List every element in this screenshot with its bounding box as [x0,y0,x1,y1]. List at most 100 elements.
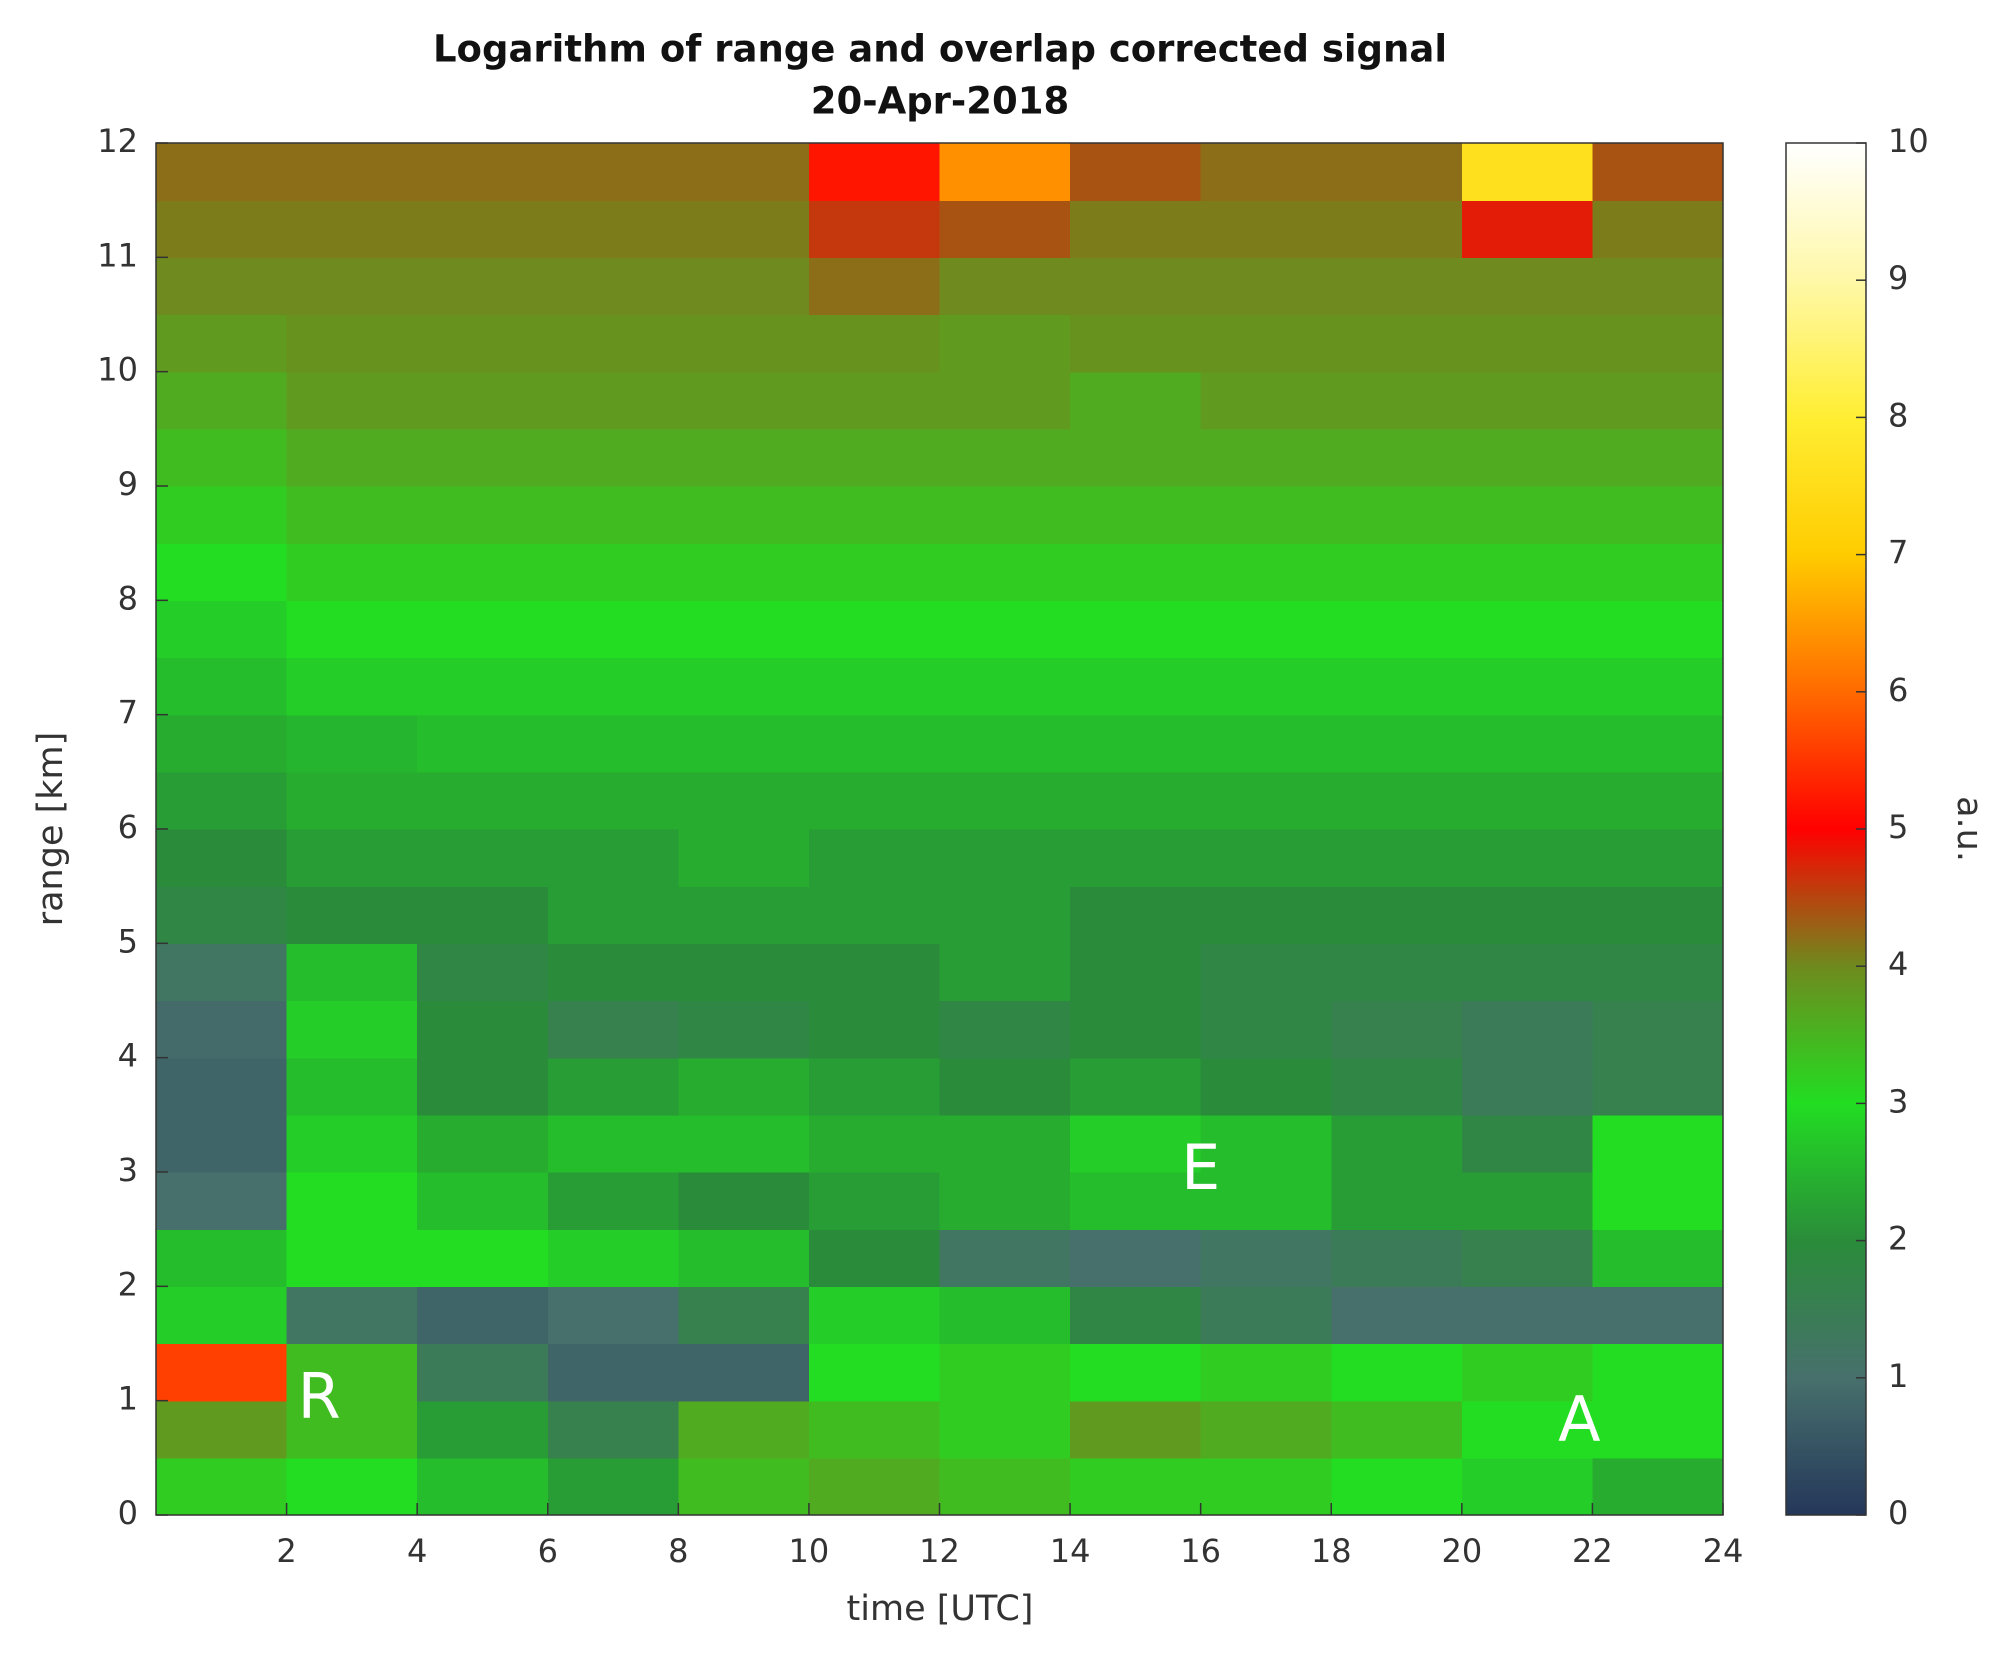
heatmap-cell [1592,1343,1724,1402]
heatmap-cell [1070,657,1202,716]
x-tick-label: 16 [1180,1532,1221,1570]
heatmap-cell [1070,1172,1202,1230]
heatmap-cell [547,371,679,430]
heatmap-cell [1592,543,1724,601]
heatmap-cell [417,543,549,601]
heatmap-cell [286,200,418,258]
heatmap-cell [286,657,418,716]
heatmap-cell [547,486,679,544]
heatmap-cell [939,657,1071,716]
heatmap-cell [1200,1114,1332,1173]
heatmap-cell [547,1457,679,1516]
heatmap-cell [1070,314,1202,373]
heatmap-cell [1461,1457,1594,1516]
heatmap-cell [286,543,418,601]
colorbar-tick-label: 3 [1888,1082,1908,1120]
heatmap-cell [1592,200,1724,258]
heatmap-cell [1592,829,1724,887]
heatmap-cell [156,428,288,487]
heatmap-cell [1200,428,1332,487]
heatmap-cell [547,1343,679,1402]
heatmap-cell [939,1114,1071,1173]
heatmap-cell [417,943,549,1002]
heatmap-cell [1461,714,1594,773]
heatmap-cell [808,829,941,887]
heatmap-cell [1070,143,1202,201]
heatmap-cell [1200,829,1332,887]
x-tick-label: 6 [538,1532,558,1570]
heatmap-cell [1461,1000,1594,1059]
heatmap-cell [417,257,549,316]
heatmap-cell [1461,143,1594,201]
heatmap-cell [1331,257,1463,316]
heatmap-cell [678,1457,810,1516]
heatmap-cell [1331,714,1463,773]
heatmap-cell [939,200,1071,258]
heatmap-cell [808,1229,941,1287]
heatmap-cell [1461,1229,1594,1287]
y-tick-label: 7 [118,694,138,732]
colorbar-tick-label: 1 [1888,1357,1908,1395]
heatmap-cell [417,1229,549,1287]
heatmap-cell [678,1000,810,1059]
x-tick-label: 14 [1050,1532,1091,1570]
heatmap-cell [547,600,679,659]
colorbar-tick-label: 5 [1888,808,1908,846]
heatmap-cell [156,143,288,201]
heatmap-cell [1461,829,1594,887]
heatmap-cell [1331,1457,1463,1516]
heatmap-cell [1461,886,1594,944]
heatmap-cell [1070,829,1202,887]
heatmap-cell [1592,943,1724,1002]
heatmap-cell [1200,714,1332,773]
heatmap-cell [1200,886,1332,944]
heatmap-cell [1592,371,1724,430]
annotation: A [1558,1383,1600,1456]
heatmap-cell [1070,1457,1202,1516]
x-tick-label: 4 [407,1532,427,1570]
heatmap-cell [939,829,1071,887]
heatmap-cell [1592,1457,1724,1516]
heatmap-cell [939,1000,1071,1059]
heatmap-cell [1200,1400,1332,1459]
heatmap-cell [1461,1286,1594,1345]
heatmap-cell [1200,771,1332,830]
heatmap-cell [1331,428,1463,487]
heatmap-cell [417,1114,549,1173]
colorbar-tick-label: 2 [1888,1220,1908,1258]
heatmap-cell [939,1343,1071,1402]
heatmap-cell [156,371,288,430]
heatmap-cell [1592,1286,1724,1345]
heatmap-cell [417,657,549,716]
x-tick-label: 24 [1703,1532,1744,1570]
heatmap-cell [939,371,1071,430]
x-tick-label: 12 [919,1532,960,1570]
heatmap-cell [1331,1114,1463,1173]
heatmap-cell [808,143,941,201]
heatmap-cell [1592,1229,1724,1287]
heatmap-cell [1331,486,1463,544]
heatmap-cell [1200,600,1332,659]
y-tick-label: 5 [118,922,138,960]
colorbar-tick-label: 9 [1888,259,1908,297]
heatmap-cell [678,1343,810,1402]
heatmap-cell [678,1286,810,1345]
heatmap-cell [808,1400,941,1459]
heatmap-cell [808,1000,941,1059]
heatmap-cell [1200,143,1332,201]
heatmap-cell [939,486,1071,544]
heatmap-cell [417,714,549,773]
heatmap-cell [286,714,418,773]
heatmap-cell [417,1172,549,1230]
x-axis-label: time [UTC] [847,1589,1034,1629]
heatmap-cell [808,1057,941,1116]
heatmap-cell [678,314,810,373]
heatmap-cell [1461,1057,1594,1116]
y-tick-label: 9 [118,465,138,503]
heatmap-cell [417,428,549,487]
heatmap-cell [1592,1000,1724,1059]
heatmap-cell [417,1057,549,1116]
heatmap-cell [1592,1172,1724,1230]
heatmap-cell [286,257,418,316]
